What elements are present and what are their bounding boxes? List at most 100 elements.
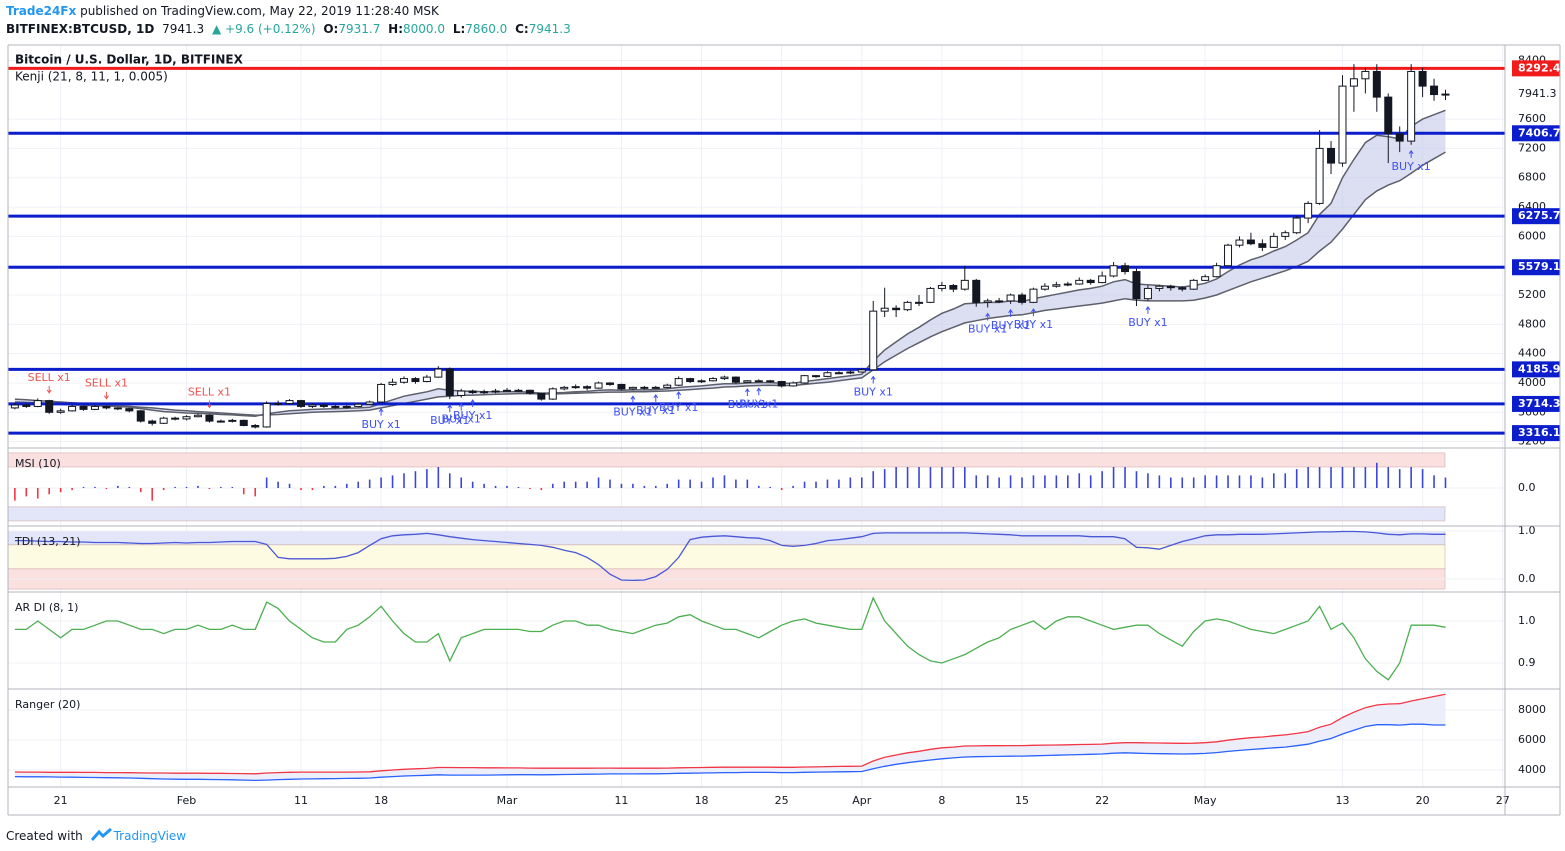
candle-body [216, 420, 225, 423]
x-tick-label: Feb [177, 794, 196, 807]
signal-label: BUY x1 [659, 401, 698, 414]
band [7, 544, 1446, 570]
footer-brand[interactable]: TradingView [113, 829, 187, 843]
level-label: 6275.7 [1518, 209, 1560, 222]
y-tick-label: 6000 [1518, 229, 1546, 242]
candle-body [1315, 147, 1324, 204]
signal-label: BUY x1 [613, 405, 652, 418]
candle-body [983, 300, 992, 303]
candle-body [171, 417, 180, 420]
candle-body [743, 380, 752, 383]
pane-title: AR DI (8, 1) [15, 601, 78, 614]
candle-body [1155, 285, 1164, 289]
candle-body [1178, 287, 1187, 290]
candle-body [548, 388, 557, 400]
candle-body [399, 378, 408, 383]
candle-body [262, 403, 271, 428]
candle-body [1258, 243, 1267, 248]
candle-body [125, 408, 134, 412]
candle-body [1441, 93, 1450, 96]
publisher[interactable]: Trade24Fx [6, 4, 77, 18]
signal-label: SELL x1 [188, 386, 231, 399]
x-tick-label: 18 [374, 794, 388, 807]
candle-body [365, 401, 374, 405]
series-line [14, 596, 1446, 681]
candle-body [354, 403, 363, 407]
signal-arrow [458, 402, 464, 411]
candle-body [296, 400, 305, 407]
candle-body [308, 404, 317, 407]
candle-body [377, 383, 386, 403]
candle-body [823, 372, 832, 377]
candle-body [709, 378, 718, 382]
candle-body [274, 403, 283, 406]
y-tick-label: 0.9 [1518, 656, 1536, 669]
candle-body [926, 287, 935, 303]
candle-body [1121, 265, 1130, 273]
publisher-line: Trade24Fx published on TradingView.com, … [6, 4, 443, 18]
candle-body [422, 376, 431, 383]
candle-body [812, 375, 821, 378]
y-tick-label: 8000 [1518, 703, 1546, 716]
signal-arrow [676, 391, 682, 399]
candle-body [1384, 96, 1393, 135]
candle-body [1418, 70, 1427, 87]
x-tick-label: 22 [1095, 794, 1109, 807]
candle-body [1201, 276, 1210, 281]
candle-body [159, 417, 168, 424]
quote-key: H: [388, 22, 404, 36]
published: published on TradingView.com, May 22, 20… [80, 4, 439, 18]
candle-body [319, 404, 328, 407]
candle-body [388, 381, 397, 385]
candle-body [640, 386, 649, 389]
candle-body [949, 284, 958, 290]
candle-body [148, 420, 157, 424]
level-label: 8292.4 [1518, 61, 1561, 74]
logo [90, 827, 112, 841]
change: +9.6 (+0.12%) [225, 22, 316, 36]
candle-body [800, 375, 809, 384]
x-tick-label: 25 [775, 794, 789, 807]
x-tick-label: 11 [294, 794, 308, 807]
candle-body [1098, 275, 1107, 284]
signal-arrow [1145, 305, 1151, 314]
level-label-box [1512, 60, 1560, 77]
candle-body [228, 419, 237, 422]
candle-body [491, 390, 500, 393]
y-tick-label: 7200 [1518, 141, 1546, 154]
candle-body [857, 369, 866, 373]
signal-arrow [744, 388, 750, 396]
candle-body [583, 386, 592, 389]
level-label-box [1512, 125, 1560, 142]
candle-body [1063, 283, 1072, 286]
candle-body [960, 279, 969, 290]
signal-label: BUY x1 [739, 397, 778, 410]
level-label: 3316.1 [1518, 426, 1560, 439]
level-label: 4185.9 [1518, 362, 1560, 375]
y-tick-label: 1.0 [1518, 614, 1536, 627]
candle-body [571, 386, 580, 389]
signal-label: BUY x1 [1391, 160, 1430, 173]
candle-body [56, 410, 65, 413]
price: 7941.3 [162, 22, 205, 36]
y-tick-label: 4800 [1518, 317, 1546, 330]
signal-arrow [470, 399, 476, 407]
x-tick-label: Apr [852, 794, 872, 807]
candle-body [182, 416, 191, 420]
signal-arrow [1031, 308, 1036, 317]
candle-body [525, 389, 534, 394]
x-tick-label: 15 [1015, 794, 1029, 807]
signal-label: BUY x1 [361, 418, 400, 431]
quote-key: L: [452, 22, 466, 36]
candle-body [22, 404, 31, 407]
candle-body [892, 307, 901, 311]
y-tick-label: 5200 [1518, 288, 1546, 301]
y-tick-label: 6800 [1518, 171, 1546, 184]
candle-body [754, 380, 763, 383]
level-label-box [1512, 259, 1560, 276]
signal-arrow [447, 404, 453, 413]
candle-body [1395, 133, 1404, 142]
candle-body [468, 390, 477, 394]
pane-title: TDI (13, 21) [14, 535, 81, 548]
